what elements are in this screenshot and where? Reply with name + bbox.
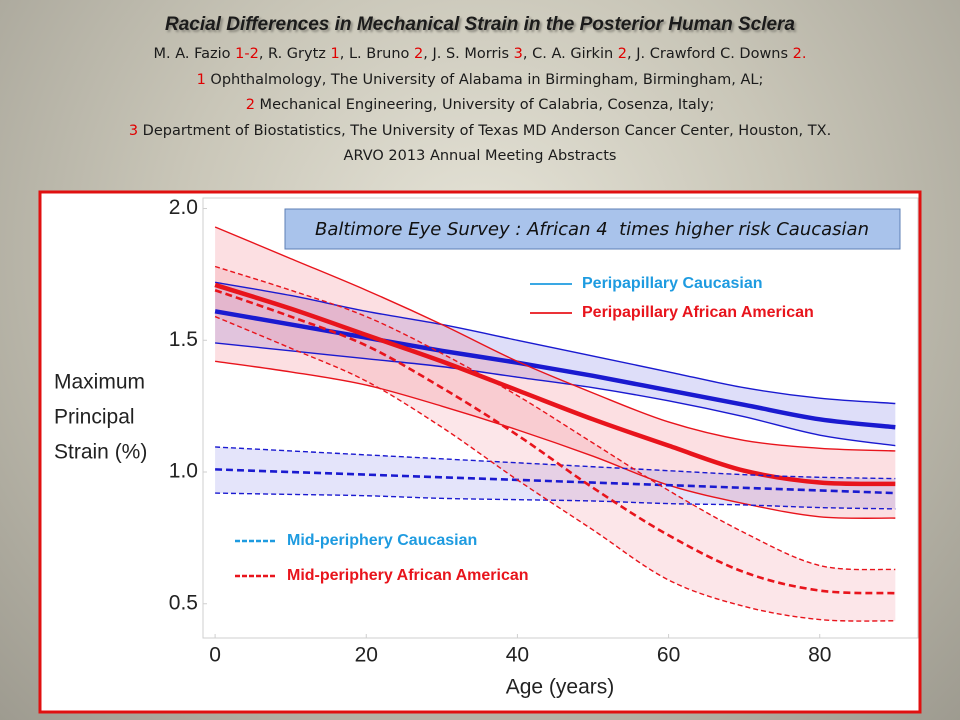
authors: M. A. Fazio 1-2, R. Grytz 1, L. Bruno 2,… xyxy=(0,42,960,68)
text: Department of Biostatistics, The Univers… xyxy=(138,122,832,139)
affiliation-number: 2. xyxy=(792,46,807,62)
affiliation-number: 1-2 xyxy=(235,46,259,62)
mean-line xyxy=(214,288,896,595)
y-axis-label: Principal xyxy=(54,406,135,429)
y-axis-label: Maximum xyxy=(54,371,145,394)
text: , J. S. Morris xyxy=(423,46,514,62)
affiliation-number: 2 xyxy=(617,46,628,62)
text: M. A. Fazio xyxy=(153,46,236,62)
mean-line xyxy=(214,309,896,430)
x-tick-label: 60 xyxy=(657,644,680,667)
affiliation: 2 Mechanical Engineering, University of … xyxy=(0,93,960,119)
affiliation-number: 1 xyxy=(330,46,340,62)
band-edge xyxy=(215,446,896,480)
x-axis-label: Age (years) xyxy=(506,676,615,699)
mean-line xyxy=(214,282,896,487)
annotation: Baltimore Eye Survey : African 4 times h… xyxy=(315,219,869,240)
band-edge xyxy=(215,342,896,447)
annotation-box xyxy=(284,208,901,250)
y-tick-label: 1.0 xyxy=(169,460,198,483)
confidence-band xyxy=(215,282,896,446)
text: , C. A. Girkin xyxy=(522,46,618,62)
x-tick-label: 0 xyxy=(209,644,221,667)
x-tick-label: 20 xyxy=(355,644,378,667)
text: , R. Grytz xyxy=(258,46,331,62)
band-edge xyxy=(214,265,896,571)
affiliation: 3 Department of Biostatistics, The Unive… xyxy=(0,119,960,145)
affiliation: 1 Ophthalmology, The University of Alaba… xyxy=(0,68,960,94)
legend-label: Peripapillary African American xyxy=(582,304,814,321)
band-edge xyxy=(214,315,896,622)
text: , L. Bruno xyxy=(339,46,415,62)
affiliation-number: 2 xyxy=(414,46,424,62)
band-edge xyxy=(214,360,896,519)
affiliation-number: 3 xyxy=(128,122,139,139)
band-edge xyxy=(214,281,896,405)
x-tick-label: 80 xyxy=(808,644,831,667)
y-tick-label: 0.5 xyxy=(169,591,198,614)
affiliations: 1 Ophthalmology, The University of Alaba… xyxy=(0,68,960,145)
x-tick-label: 40 xyxy=(506,644,529,667)
affiliation-number: 1 xyxy=(196,71,206,88)
text: Ophthalmology, The University of Alabama… xyxy=(205,71,764,88)
band-edge xyxy=(214,226,896,452)
text: Mechanical Engineering, University of Ca… xyxy=(254,97,715,113)
mean-line xyxy=(215,468,896,495)
y-axis-label: Strain (%) xyxy=(54,441,147,464)
chart-box xyxy=(38,190,922,714)
conference: ARVO 2013 Annual Meeting Abstracts xyxy=(343,148,617,164)
y-tick-label: 2.0 xyxy=(169,196,198,219)
legend-label: Mid-periphery Caucasian xyxy=(287,532,477,549)
legend-label: Peripapillary Caucasian xyxy=(582,275,763,292)
band-edge xyxy=(215,492,896,510)
y-tick-label: 1.5 xyxy=(169,328,198,351)
header: Racial Differences in Mechanical Strain … xyxy=(0,14,960,170)
plot-frame xyxy=(202,197,919,639)
title: Racial Differences in Mechanical Strain … xyxy=(164,14,796,35)
affiliation-number: 3 xyxy=(513,46,523,62)
confidence-band xyxy=(215,226,896,519)
affiliation-number: 2 xyxy=(245,97,255,113)
legend-label: Mid-periphery African American xyxy=(287,567,529,584)
text: , J. Crawford C. Downs xyxy=(627,46,793,62)
confidence-band xyxy=(215,446,896,509)
